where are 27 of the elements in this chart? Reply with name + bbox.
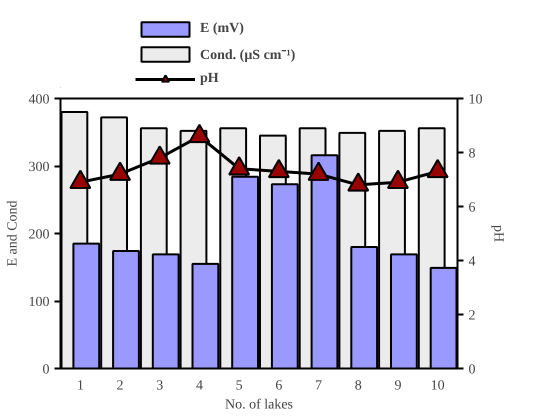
x-tick-label: 8 — [354, 378, 362, 394]
x-tick-label: 2 — [116, 378, 124, 394]
x-tick-label: 4 — [196, 378, 203, 394]
y2-tick-label: 10 — [468, 92, 482, 108]
y-tick-label: 300 — [28, 160, 50, 175]
y2-tick-label: 6 — [468, 200, 476, 216]
x-tick-label: 3 — [156, 378, 164, 394]
y2-tick-label: 2 — [468, 308, 476, 324]
y2-tick-label: 8 — [468, 146, 476, 162]
x-axis-title: No. of lakes — [224, 398, 294, 412]
y2-axis-title: pH — [490, 224, 506, 242]
y-axis-title: E and Cond — [6, 200, 20, 267]
y-tick-label: 400 — [28, 92, 50, 108]
y2-tick-label: 0 — [468, 362, 476, 378]
x-tick-label: 9 — [394, 378, 402, 394]
y-tick-label: 200 — [28, 228, 50, 242]
x-tick-label: 7 — [315, 378, 322, 394]
x-tick-label: 1 — [76, 378, 84, 394]
x-tick-label: 6 — [275, 378, 282, 394]
legend-label: pH — [200, 71, 220, 87]
y-tick-label: 100 — [28, 295, 50, 310]
y-tick-label: 0 — [42, 362, 50, 378]
x-tick-label: 10 — [430, 378, 445, 394]
legend-label: E (mV) — [200, 21, 244, 37]
x-tick-label: 5 — [236, 378, 243, 394]
y2-tick-label: 4 — [468, 254, 476, 270]
legend-label: Cond. (μS cm⁻¹) — [200, 47, 296, 64]
